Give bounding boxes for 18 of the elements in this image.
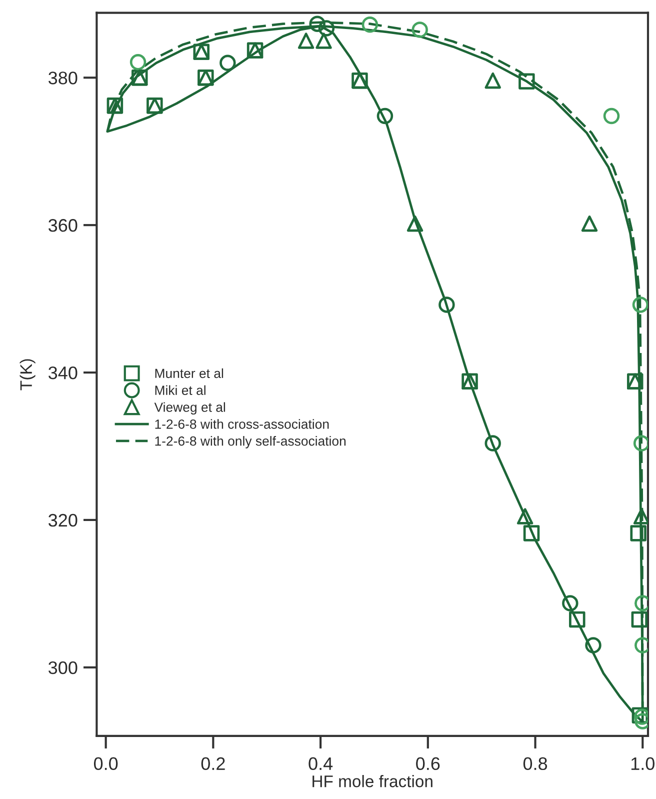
y-tick-label: 320	[48, 514, 78, 527]
y-tick-label: 340	[48, 366, 78, 380]
x-tick-label: 1.0	[631, 757, 654, 770]
y-tick-label: 360	[48, 219, 78, 232]
legend-label: 1-2-6-8 with only self-association	[155, 436, 346, 448]
legend-label: Vieweg et al	[154, 402, 226, 415]
y-tick-label: 300	[48, 661, 78, 674]
x-axis-title: HF mole fraction	[312, 775, 432, 788]
y-tick-label: 380	[48, 72, 78, 84]
x-tick-label: 0.0	[94, 757, 118, 770]
x-tick-label: 0.2	[201, 757, 225, 770]
legend-label: Munter et al	[155, 368, 224, 378]
legend-label: Miki et al	[155, 385, 206, 395]
x-tick-label: 0.4	[308, 757, 333, 770]
y-axis-title: T(K)	[20, 359, 36, 390]
x-tick-label: 0.8	[523, 757, 548, 770]
x-tick-label: 0.6	[416, 757, 440, 770]
legend-label: 1-2-6-8 with cross-association	[155, 419, 329, 429]
